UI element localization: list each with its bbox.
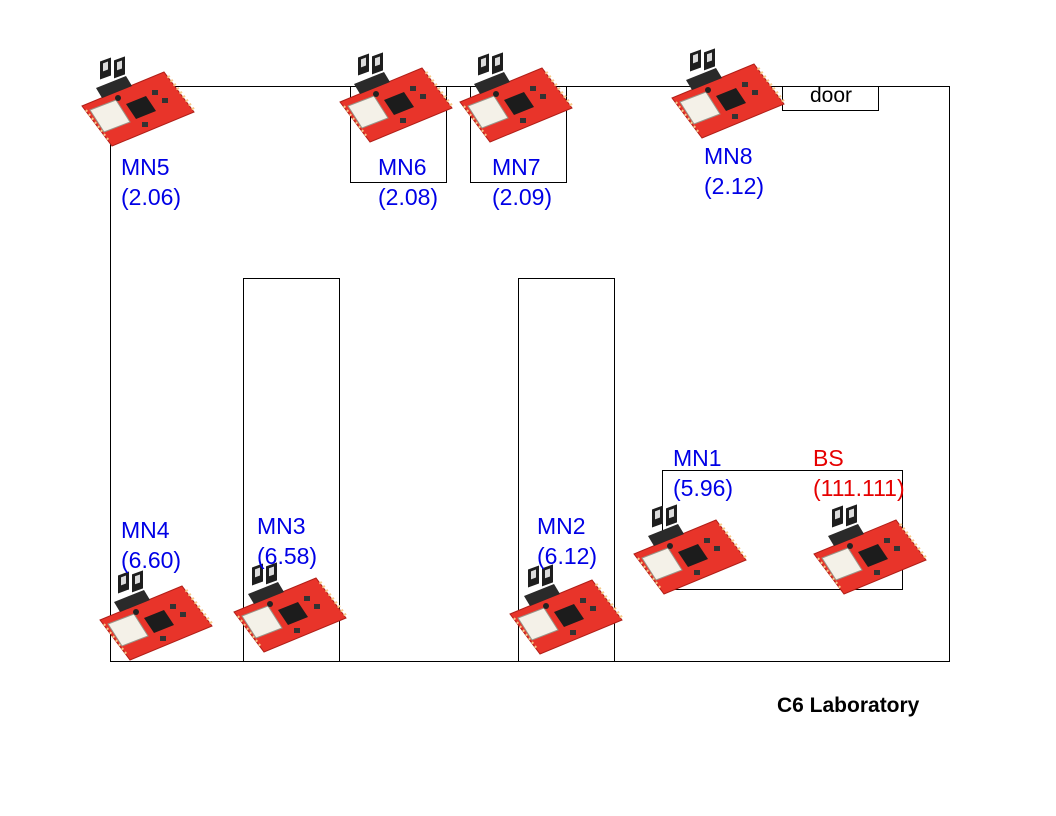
sensor-board-icon	[670, 46, 786, 140]
lab-title: C6 Laboratory	[777, 694, 920, 717]
bench-left	[243, 278, 340, 662]
sensor-board-icon	[232, 560, 348, 654]
sensor-board-icon	[338, 50, 454, 144]
door-label: door	[809, 84, 853, 107]
node-value: (6.58)	[257, 543, 318, 569]
door	[782, 86, 879, 111]
node-id: MN7	[492, 154, 541, 180]
node-id: MN1	[673, 445, 722, 471]
node-id: BS	[813, 445, 844, 471]
node-id: MN5	[121, 154, 170, 180]
bench-right	[518, 278, 615, 662]
node-label-bs: BS (111.111)	[813, 443, 905, 503]
node-value: (2.08)	[378, 184, 439, 210]
node-label-mn7: MN7 (2.09)	[492, 152, 552, 212]
node-label-mn2: MN2 (6.12)	[537, 511, 597, 571]
node-label-mn8: MN8 (2.12)	[704, 141, 764, 201]
sensor-board-icon	[458, 50, 574, 144]
node-id: MN6	[378, 154, 427, 180]
node-value: (2.09)	[492, 184, 553, 210]
sensor-board-icon	[98, 568, 214, 662]
node-value: (2.12)	[704, 173, 765, 199]
node-value: (6.60)	[121, 547, 182, 573]
node-value: (5.96)	[673, 475, 734, 501]
sensor-board-icon	[80, 54, 196, 148]
node-label-mn5: MN5 (2.06)	[121, 152, 181, 212]
node-value: (2.06)	[121, 184, 182, 210]
node-value: (6.12)	[537, 543, 598, 569]
sensor-board-icon	[812, 502, 928, 596]
node-id: MN3	[257, 513, 306, 539]
node-id: MN8	[704, 143, 753, 169]
sensor-board-icon	[632, 502, 748, 596]
node-label-mn6: MN6 (2.08)	[378, 152, 438, 212]
sensor-board-icon	[508, 562, 624, 656]
sensor-boards	[80, 46, 928, 662]
node-label-mn4: MN4 (6.60)	[121, 515, 181, 575]
node-id: MN4	[121, 517, 170, 543]
node-id: MN2	[537, 513, 586, 539]
node-label-mn1: MN1 (5.96)	[673, 443, 733, 503]
node-label-mn3: MN3 (6.58)	[257, 511, 317, 571]
node-value: (111.111)	[813, 475, 905, 501]
